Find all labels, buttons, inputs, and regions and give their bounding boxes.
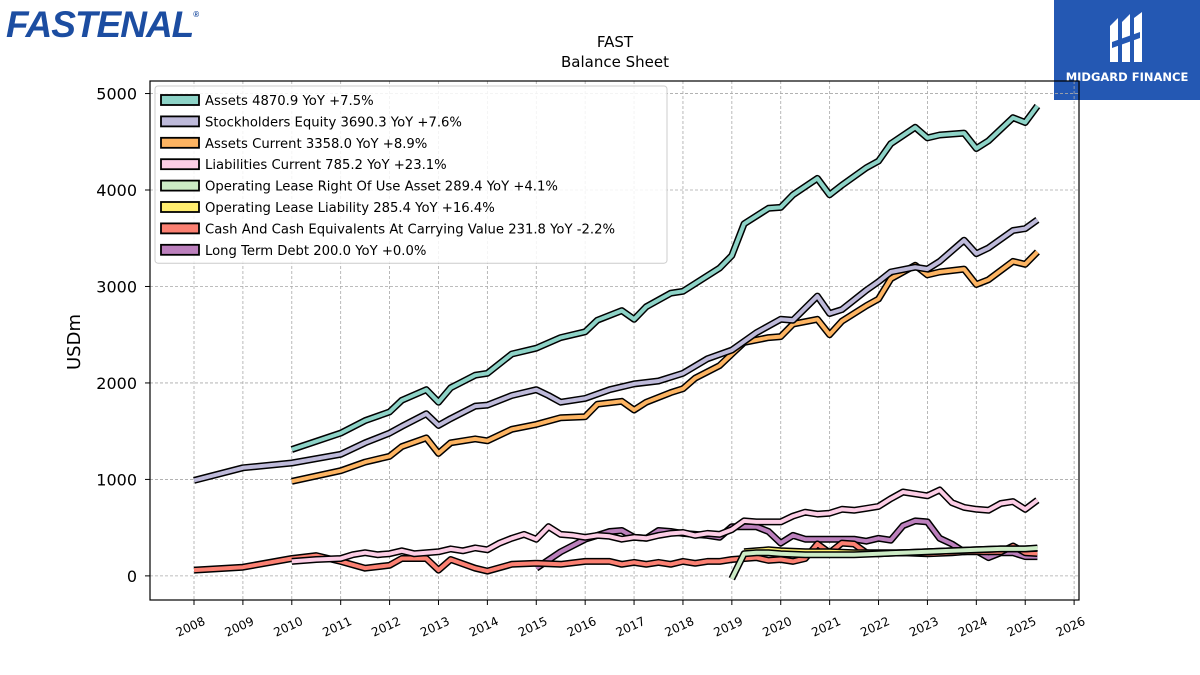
series-line-assets-current — [291, 250, 1039, 484]
y-axis-label: USDm — [64, 314, 85, 370]
legend-swatch-long-term-debt — [160, 243, 200, 256]
x-tick-label: 2017 — [614, 614, 648, 640]
legend-label-liabilities-current: Liabilities Current 785.2 YoY +23.1% — [205, 158, 447, 173]
series-line-stockholders-equity — [193, 218, 1039, 483]
plot-frame — [149, 80, 1080, 601]
legend-swatch-operating-lease-liability — [160, 201, 200, 213]
midgard-mark-icon — [1110, 12, 1142, 62]
x-tick-label: 2009 — [223, 614, 257, 640]
legend-label-stockholders-equity: Stockholders Equity 3690.3 YoY +7.6% — [205, 115, 462, 130]
legend-label-assets: Assets 4870.9 YoY +7.5% — [205, 94, 374, 109]
x-tick-label: 2008 — [174, 614, 208, 640]
legend-label-operating-lease-liability: Operating Lease Liability 285.4 YoY +16.… — [205, 201, 495, 216]
x-tick-label: 2016 — [565, 614, 599, 640]
y-tick-label: 5000 — [96, 85, 137, 104]
x-tick-label: 2019 — [712, 614, 746, 640]
legend: Assets 4870.9 YoY +7.5% Stockholders Equi… — [154, 85, 668, 264]
x-tick-label: 2021 — [809, 614, 843, 640]
legend-label-operating-lease-right-of-use-asset: Operating Lease Right Of Use Asset 289.4… — [205, 180, 558, 195]
x-tick-label: 2012 — [369, 614, 403, 640]
y-tick-label: 4000 — [96, 181, 137, 200]
fastenal-logo: FASTENAL® — [6, 4, 199, 45]
legend-swatch-stockholders-equity — [160, 115, 200, 128]
legend-swatch-operating-lease-right-of-use-asset — [160, 179, 200, 192]
x-tick-label: 2022 — [858, 614, 892, 640]
y-tick-label: 0 — [127, 567, 137, 586]
series-line-assets — [291, 104, 1040, 452]
legend-label-long-term-debt: Long Term Debt 200.0 YoY +0.0% — [205, 244, 426, 259]
x-tick-label: 2015 — [516, 614, 550, 640]
x-tick-label: 2010 — [271, 614, 305, 640]
x-tick-label: 2013 — [418, 614, 452, 640]
legend-label-assets-current: Assets Current 3358.0 YoY +8.9% — [205, 137, 427, 152]
x-tick-label: 2020 — [760, 614, 794, 640]
legend-swatch-liabilities-current — [160, 158, 200, 171]
midgard-finance-name: MIDGARD FINANCE — [1065, 70, 1189, 84]
x-tick-label: 2025 — [1005, 614, 1039, 640]
x-tick-label: 2014 — [467, 614, 501, 640]
legend-swatch-assets — [160, 94, 200, 106]
y-tick-label: 2000 — [96, 374, 137, 393]
chart-subtitle: Balance Sheet — [561, 53, 669, 71]
series-line-liabilities-current — [291, 488, 1039, 564]
chart-title: FAST — [597, 33, 634, 51]
x-tick-label: 2018 — [663, 614, 697, 640]
legend-swatch-assets-current — [160, 136, 200, 149]
legend-label-cash-and-cash-equivalents-at-carrying-value: Cash And Cash Equivalents At Carrying Va… — [205, 222, 615, 237]
legend-swatch-cash-and-cash-equivalents-at-carrying-value — [160, 222, 200, 235]
series-line-operating-lease-right-of-use-asset — [730, 546, 1038, 580]
legend-box — [154, 85, 668, 264]
x-tick-label: 2026 — [1054, 614, 1088, 640]
y-tick-label: 3000 — [96, 277, 137, 296]
midgard-finance-logo: MIDGARD FINANCE — [1054, 0, 1200, 100]
x-tick-label: 2011 — [320, 614, 354, 640]
x-tick-label: 2023 — [907, 614, 941, 640]
y-tick-label: 1000 — [96, 470, 137, 489]
series-lines — [193, 103, 1041, 581]
x-tick-label: 2024 — [956, 614, 990, 640]
